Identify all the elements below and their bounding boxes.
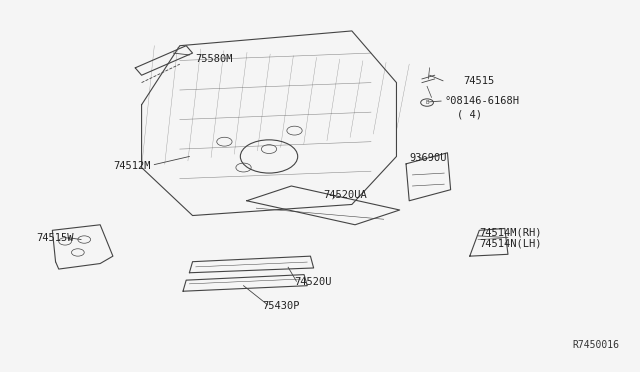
Text: °08146-6168H: °08146-6168H: [444, 96, 519, 106]
Text: 75430P: 75430P: [262, 301, 300, 311]
Text: B: B: [425, 100, 429, 105]
Text: 74520UA: 74520UA: [323, 190, 367, 200]
Text: 74515: 74515: [463, 76, 495, 86]
Text: 74514M(RH): 74514M(RH): [479, 227, 542, 237]
Text: 74512M: 74512M: [113, 161, 150, 171]
Text: ( 4): ( 4): [457, 109, 482, 119]
Text: 74514N(LH): 74514N(LH): [479, 238, 542, 248]
Text: 93690U: 93690U: [409, 153, 447, 163]
Text: 74520U: 74520U: [294, 277, 332, 287]
Text: 74515W: 74515W: [36, 233, 74, 243]
Text: 75580M: 75580M: [196, 54, 233, 64]
Text: R7450016: R7450016: [573, 340, 620, 350]
